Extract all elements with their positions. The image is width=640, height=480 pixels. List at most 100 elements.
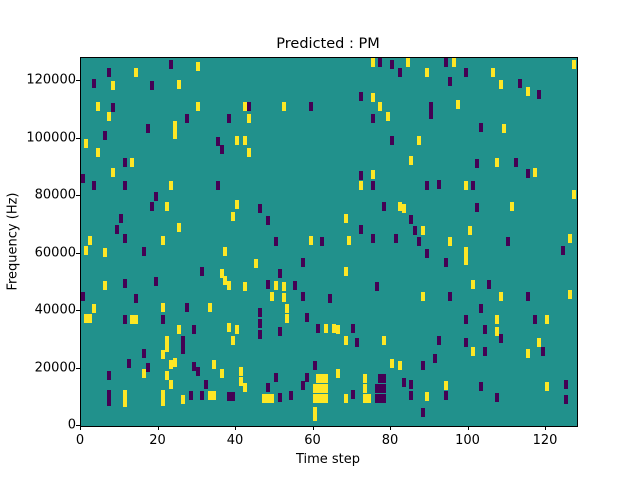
heatmap-cell: [115, 225, 119, 234]
heatmap-cell: [274, 281, 278, 290]
x-tick-mark: [390, 426, 391, 430]
heatmap-cell: [378, 102, 382, 111]
x-tick-label: 120: [532, 433, 558, 448]
heatmap-cell: [258, 319, 262, 328]
heatmap-cell: [231, 392, 235, 401]
heatmap-cell: [444, 258, 448, 267]
heatmap-cell: [301, 258, 305, 267]
heatmap-cell: [146, 363, 150, 372]
heatmap-cell: [185, 114, 189, 123]
heatmap-cell: [371, 170, 375, 179]
heatmap-cell: [324, 384, 328, 393]
heatmap-cell: [506, 237, 510, 246]
heatmap-cell: [92, 79, 96, 88]
heatmap-cell: [239, 377, 243, 386]
heatmap-cell: [359, 181, 363, 190]
heatmap-cell: [533, 315, 537, 324]
heatmap-cell: [359, 225, 363, 234]
y-tick-label: 20000: [34, 360, 76, 375]
heatmap-cell: [406, 58, 410, 67]
y-tick-mark: [76, 252, 80, 254]
heatmap-cell: [81, 174, 85, 183]
heatmap-cell: [247, 102, 251, 111]
heatmap-cell: [216, 137, 220, 146]
heatmap-cell: [382, 384, 386, 393]
heatmap-cell: [192, 325, 196, 334]
heatmap-cell: [181, 345, 185, 354]
heatmap-cell: [177, 325, 181, 334]
heatmap-cell: [220, 369, 224, 378]
heatmap-cell: [123, 181, 127, 190]
heatmap-cell: [123, 315, 127, 324]
heatmap-cell: [371, 114, 375, 123]
heatmap-cell: [227, 392, 231, 401]
heatmap-cell: [123, 158, 127, 167]
heatmap-cell: [235, 325, 239, 334]
heatmap-cell: [394, 234, 398, 243]
heatmap-cell: [169, 60, 173, 69]
heatmap-cell: [371, 181, 375, 190]
heatmap-cell: [382, 202, 386, 211]
heatmap-cell: [305, 313, 309, 322]
heatmap-cell: [173, 130, 177, 139]
heatmap-cell: [111, 81, 115, 90]
heatmap-cell: [185, 303, 189, 312]
heatmap-cell: [266, 280, 270, 289]
heatmap-cell: [421, 361, 425, 370]
heatmap-cell: [212, 360, 216, 369]
heatmap-cell: [107, 112, 111, 121]
heatmap-cell: [227, 114, 231, 123]
heatmap-cell: [161, 350, 165, 359]
heatmap-cell: [526, 87, 530, 96]
heatmap-cell: [119, 214, 123, 223]
heatmap-cell: [398, 361, 402, 370]
heatmap-cell: [336, 369, 340, 378]
heatmap-cell: [301, 292, 305, 301]
heatmap-cell: [328, 294, 332, 303]
heatmap-cell: [84, 246, 88, 255]
x-tick-mark: [80, 426, 81, 430]
heatmap-cell: [344, 336, 348, 345]
heatmap-cell: [425, 68, 429, 77]
heatmap-cell: [200, 267, 204, 276]
heatmap-cell: [344, 214, 348, 223]
heatmap-cell: [386, 112, 390, 121]
heatmap-cell: [278, 269, 282, 278]
heatmap-cell: [316, 374, 320, 383]
heatmap-cell: [487, 280, 491, 289]
heatmap-cell: [196, 102, 200, 111]
heatmap-cell: [456, 100, 460, 109]
heatmap-cell: [154, 192, 158, 201]
heatmap-cell: [274, 373, 278, 382]
heatmap-cell: [402, 378, 406, 387]
heatmap-cell: [173, 358, 177, 367]
y-tick-mark: [76, 425, 80, 426]
heatmap-cell: [169, 360, 173, 369]
chart-title: Predicted : PM: [276, 36, 380, 52]
heatmap-cell: [421, 226, 425, 235]
heatmap-cell: [320, 374, 324, 383]
heatmap-cell: [181, 395, 185, 404]
heatmap-cell: [313, 412, 317, 421]
heatmap-cell: [495, 393, 499, 402]
y-tick-mark: [76, 367, 80, 369]
heatmap-cell: [123, 390, 127, 399]
x-tick-label: 20: [149, 433, 166, 448]
heatmap-cell: [545, 315, 549, 324]
heatmap-cell: [169, 380, 173, 389]
y-tick-mark: [76, 137, 80, 139]
x-tick-label: 60: [304, 433, 321, 448]
heatmap-cell: [499, 334, 503, 343]
heatmap-cell: [355, 338, 359, 347]
heatmap-cell: [165, 202, 169, 211]
heatmap-cell: [371, 58, 375, 67]
heatmap-cell: [192, 362, 196, 371]
heatmap-cell: [378, 394, 382, 403]
heatmap-cell: [103, 281, 107, 290]
heatmap-cell: [413, 226, 417, 235]
heatmap-cell: [572, 190, 576, 199]
heatmap-cell: [81, 292, 85, 301]
heatmap-cell: [243, 383, 247, 392]
heatmap-cell: [142, 247, 146, 256]
heatmap-cell: [196, 62, 200, 71]
